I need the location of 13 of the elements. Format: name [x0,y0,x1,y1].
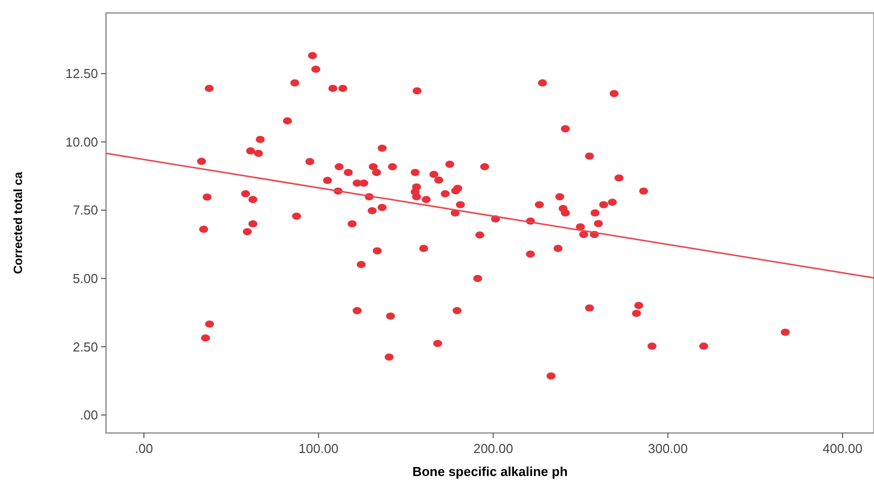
y-axis-title: Corrected total ca [11,172,25,274]
y-tick-label: 12.50 [65,66,98,82]
x-tick-label: 300.00 [648,441,688,456]
x-tick-label: 100.00 [298,441,338,456]
x-axis-title: Bone specific alkaline ph [412,464,568,479]
y-tick-label: 5.00 [72,270,98,286]
y-tick-label: 7.50 [72,202,98,218]
x-tick-label: .00 [134,441,153,456]
y-tick-label: 2.50 [72,339,98,354]
x-tick-label: 400.00 [822,441,862,456]
y-tick-label: .00 [80,408,98,423]
y-tick-label: 10.00 [65,134,98,150]
x-tick-label: 200.00 [473,441,514,456]
